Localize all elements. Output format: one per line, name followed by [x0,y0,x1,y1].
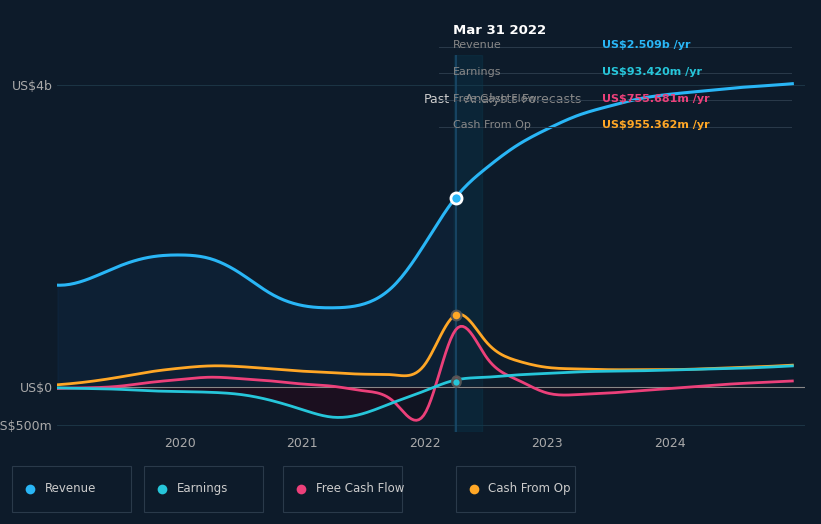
Text: US$93.420m /yr: US$93.420m /yr [602,67,702,77]
Text: Free Cash Flow: Free Cash Flow [316,482,405,495]
Text: Cash From Op: Cash From Op [453,121,531,130]
Bar [12,466,131,512]
Bar [456,466,575,512]
Bar [454,55,483,432]
Text: Mar 31 2022: Mar 31 2022 [453,24,547,37]
Text: Past: Past [424,93,449,106]
Text: Cash From Op: Cash From Op [488,482,571,495]
Text: US$755.681m /yr: US$755.681m /yr [602,94,709,104]
Text: Earnings: Earnings [453,67,502,77]
Bar [283,466,402,512]
Text: US$2.509b /yr: US$2.509b /yr [602,40,690,50]
Text: Revenue: Revenue [453,40,502,50]
Text: Free Cash Flow: Free Cash Flow [453,94,537,104]
Bar [144,466,263,512]
Text: US$955.362m /yr: US$955.362m /yr [602,121,709,130]
Text: Revenue: Revenue [45,482,97,495]
Text: Earnings: Earnings [177,482,228,495]
Text: Analysts Forecasts: Analysts Forecasts [466,93,582,106]
